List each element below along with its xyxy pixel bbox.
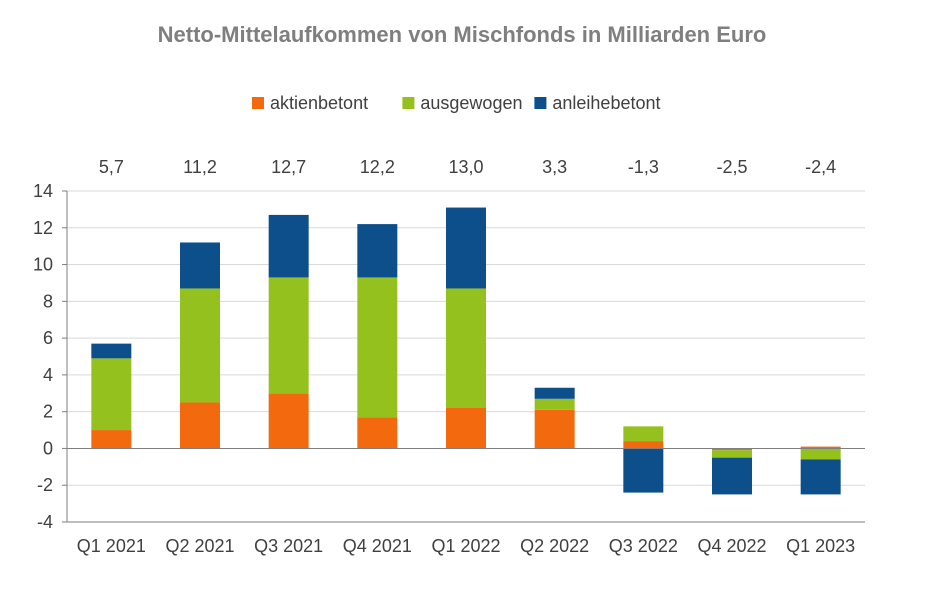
bar-total-label: 12,2: [360, 157, 395, 177]
y-tick-label: 2: [43, 402, 53, 422]
y-tick-label: 14: [33, 181, 53, 201]
x-tick-label: Q1 2022: [431, 536, 500, 556]
y-tick-label: 8: [43, 291, 53, 311]
bar-segment-ausgewogen: [446, 288, 486, 408]
x-axis-ticks: Q1 2021 Q2 2021 Q3 2021 Q4 2021 Q1 2022 Q2 20…: [77, 536, 855, 556]
bar-segment-ausgewogen: [712, 450, 752, 458]
y-tick-label: -4: [37, 512, 53, 532]
y-axis-ticks: -4 -2 0 2 4 6 8 10 12 14: [33, 181, 67, 532]
bar-segment-anleihebetont: [623, 448, 664, 493]
bar-segment-anleihebetont: [712, 457, 752, 495]
x-tick-label: Q3 2021: [254, 536, 323, 556]
bar-segment-aktienbetont: [800, 446, 841, 449]
legend-swatch-ausgewogen: [402, 97, 415, 109]
legend-swatch-aktienbetont: [252, 97, 264, 109]
bar-segment-aktienbetont: [180, 402, 220, 449]
bar-segment-ausgewogen: [800, 448, 841, 460]
bar-segment-aktienbetont: [623, 441, 664, 449]
bar-total-label: -1,3: [628, 157, 659, 177]
y-tick-label: 12: [33, 218, 53, 238]
bar-segment-ausgewogen: [180, 288, 220, 403]
bar-segment-anleihebetont: [180, 242, 220, 289]
chart-title: Netto-Mittelaufkommen von Mischfonds in …: [158, 22, 767, 47]
axes: [66, 191, 865, 523]
bars: [91, 207, 841, 495]
y-tick-label: 10: [33, 255, 53, 275]
bar-total-label: -2,4: [805, 157, 836, 177]
bar-total-label: 13,0: [448, 157, 483, 177]
bar-segment-ausgewogen: [357, 277, 398, 418]
bar-segment-aktienbetont: [91, 430, 132, 449]
bar-segment-aktienbetont: [268, 393, 309, 449]
y-tick-label: 6: [43, 328, 53, 348]
legend-swatch-anleihebetont: [534, 97, 547, 109]
bar-segment-aktienbetont: [534, 409, 575, 449]
x-tick-label: Q1 2021: [77, 536, 146, 556]
x-tick-label: Q4 2022: [697, 536, 766, 556]
bar-segment-ausgewogen: [268, 277, 309, 394]
y-tick-label: 0: [43, 438, 53, 458]
y-tick-label: 4: [43, 365, 53, 385]
bar-segment-anleihebetont: [800, 459, 841, 495]
bar-total-label: 12,7: [271, 157, 306, 177]
bar-total-label: 11,2: [183, 157, 217, 177]
bar-segment-anleihebetont: [446, 207, 486, 289]
bar-segment-anleihebetont: [357, 224, 398, 278]
x-tick-label: Q2 2022: [520, 536, 589, 556]
bar-total-label: 5,7: [99, 157, 124, 177]
bar-totals: 5,7 11,2 12,7 12,2 13,0 3,3 -1,3 -2,5 -2,4: [99, 157, 836, 177]
bar-segment-ausgewogen: [91, 358, 132, 431]
bar-total-label: 3,3: [542, 157, 567, 177]
bar-segment-anleihebetont: [534, 387, 575, 399]
legend-label-ausgewogen: ausgewogen: [420, 93, 522, 113]
y-tick-label: -2: [37, 475, 53, 495]
legend-label-anleihebetont: anleihebetont: [552, 93, 660, 113]
bar-segment-ausgewogen: [534, 398, 575, 410]
bar-total-label: -2,5: [716, 157, 747, 177]
bar-segment-aktienbetont: [712, 448, 752, 451]
bar-segment-anleihebetont: [268, 214, 309, 278]
x-tick-label: Q1 2023: [786, 536, 855, 556]
legend: aktienbetont ausgewogen anleihebetont: [252, 93, 661, 113]
x-tick-label: Q4 2021: [343, 536, 412, 556]
x-tick-label: Q2 2021: [165, 536, 234, 556]
x-tick-label: Q3 2022: [609, 536, 678, 556]
bar-segment-ausgewogen: [623, 426, 664, 442]
bar-segment-anleihebetont: [91, 343, 132, 359]
bar-segment-aktienbetont: [357, 417, 398, 449]
legend-label-aktienbetont: aktienbetont: [270, 93, 368, 113]
bar-segment-aktienbetont: [446, 407, 486, 449]
